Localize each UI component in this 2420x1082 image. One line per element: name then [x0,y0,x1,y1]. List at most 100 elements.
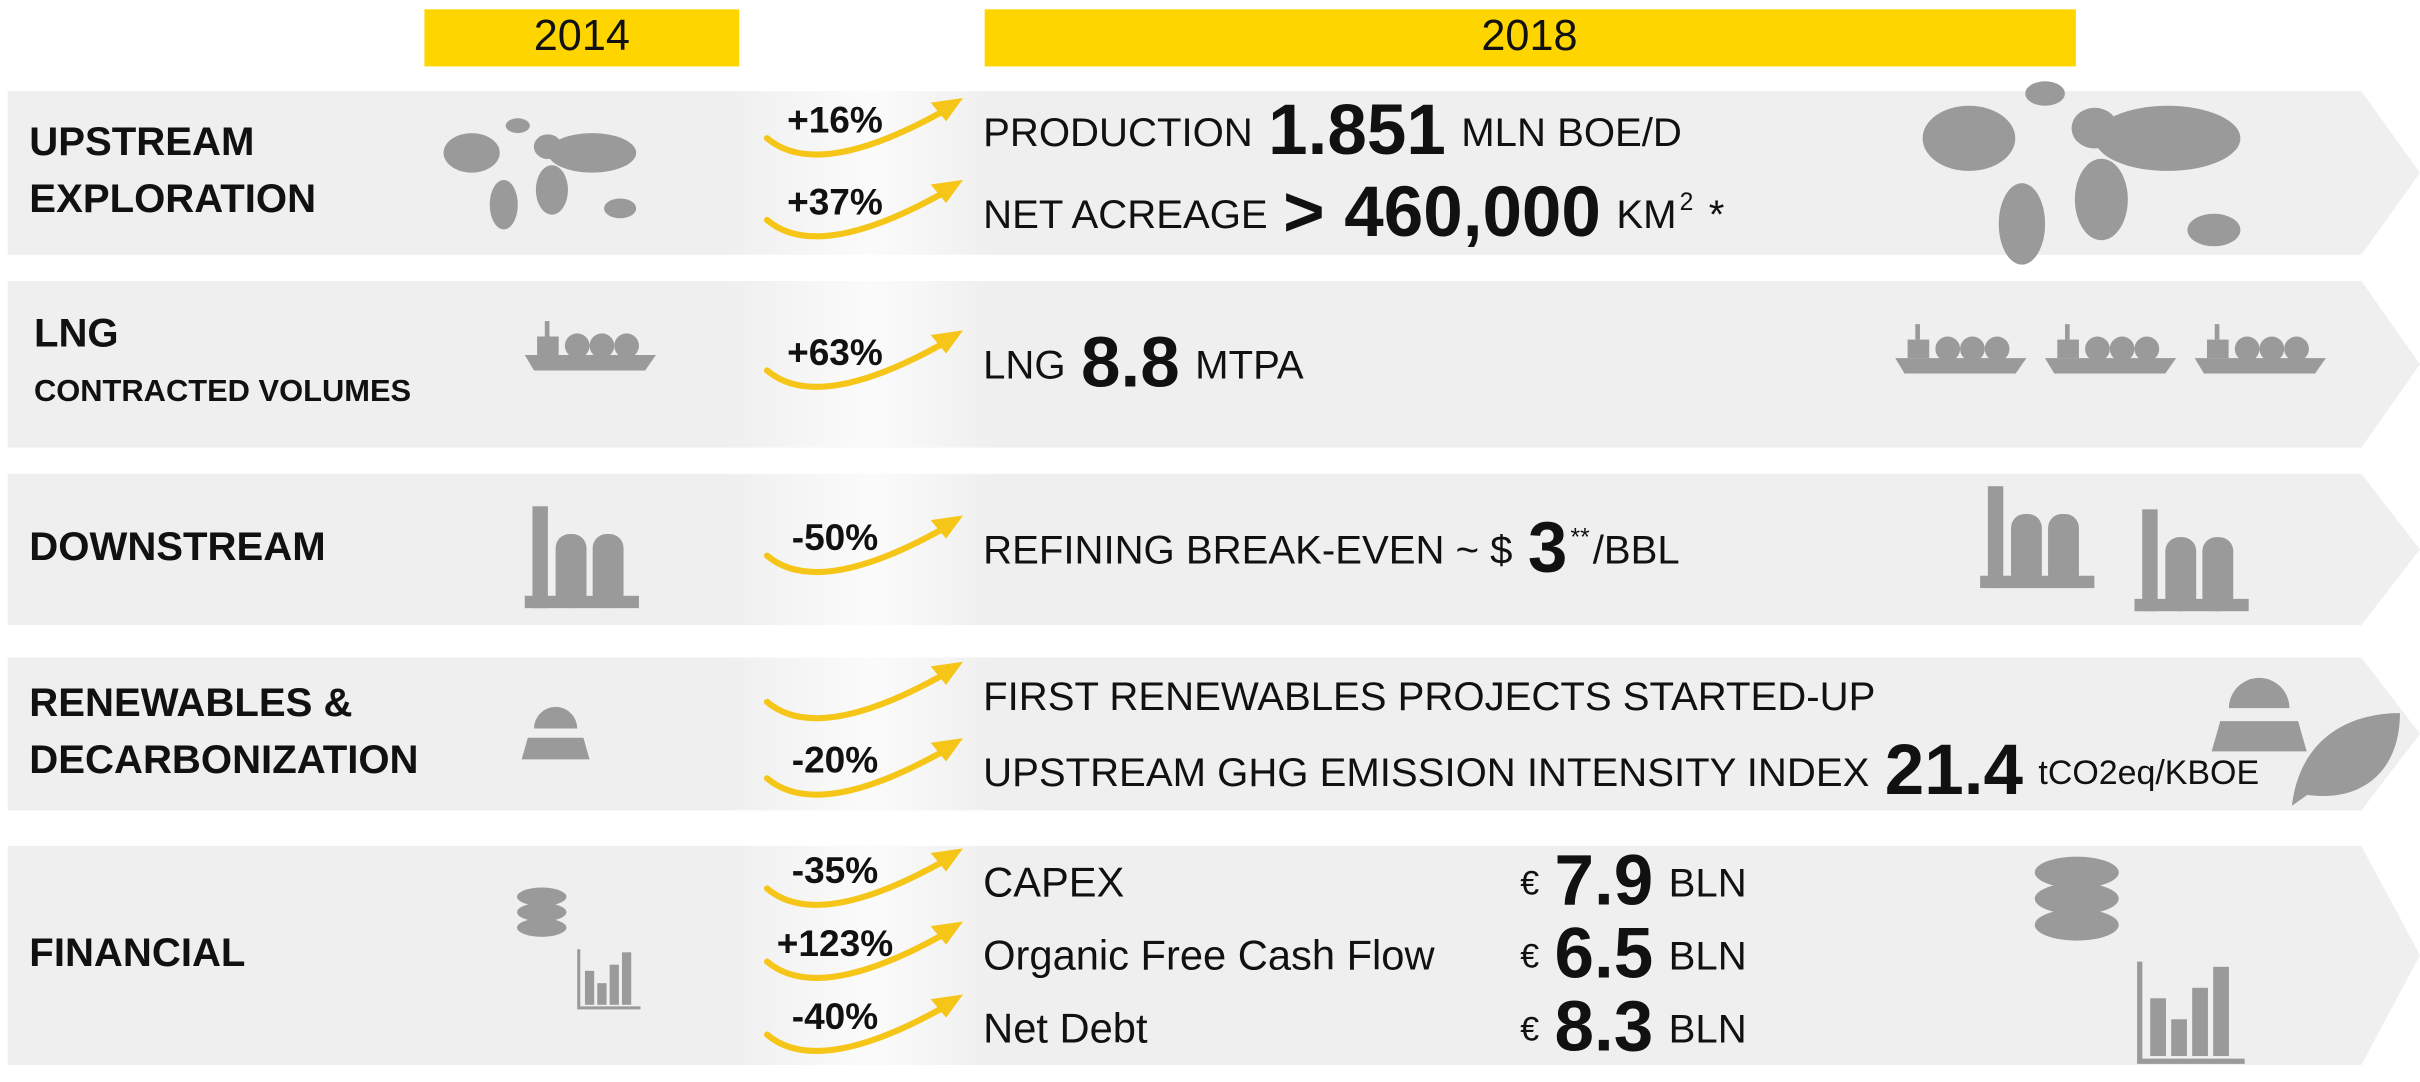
ship-icon [2207,339,2229,359]
bar-icon [2150,998,2166,1057]
metric-part: KM [1616,191,1676,236]
factory-icon [2165,537,2197,612]
bar-icon [2213,966,2229,1057]
bar-icon [597,983,607,1005]
bar-icon [584,970,595,1005]
arrow-head [930,330,964,354]
map-shape [535,165,568,215]
metric-part: 8.3 [1555,987,1654,1066]
ship-icon [1907,339,1930,359]
change-label: +16% [787,99,883,141]
metric: NET ACREAGE > 460,000 KM 2 * [983,173,1724,252]
bar-icon [2137,961,2245,1064]
bar-icon [609,964,619,1005]
sun-icon [534,706,578,729]
ship-icon [2194,358,2326,374]
metric-part: REFINING BREAK-EVEN ~ $ [983,527,1512,572]
map-shape [2025,81,2065,106]
ship-icon [1895,358,2027,374]
map-shape [489,180,518,230]
arrow-head [930,98,964,122]
metric-part: BLN [1669,1006,1747,1051]
coin-icon [517,918,567,937]
bar-icon [577,949,641,1010]
metric-part: ** [1570,525,1590,552]
factory-icon [2048,513,2079,589]
map-shape [2187,213,2241,247]
metric-part: 21.4 [1885,731,2024,810]
bar-icon [2171,1019,2187,1057]
map-shape [2074,158,2128,241]
metric-name: CAPEX [983,858,1124,905]
change-label: -40% [792,995,878,1037]
change-label: -20% [792,739,878,781]
coin-icon [517,902,567,922]
change-label: +63% [787,331,883,373]
ship-icon [2065,324,2070,340]
metric-part: * [1709,191,1725,236]
ship-icon [537,336,559,356]
metric-part: € [1520,864,1539,902]
map-shape [505,118,530,134]
factory-icon [1987,486,2004,589]
change-arrow [763,339,948,390]
factory-icon [592,534,624,609]
map-shape [2094,105,2241,171]
coin-icon [517,887,567,907]
ship-icon [2057,339,2079,359]
map-shape [443,133,500,173]
ship-icon [544,321,550,337]
metric-part: LNG [983,342,1065,387]
metric: €7.9 BLN [1520,841,1746,920]
sun-icon [2211,721,2307,752]
metric-name: Organic Free Cash Flow [983,931,1435,978]
factory-icon [524,595,639,609]
sun-icon [2228,677,2290,709]
ship-icon [1935,336,1961,362]
metric: FIRST RENEWABLES PROJECTS STARTED-UP [983,673,1875,718]
map-shape [604,198,637,219]
sun-icon [521,737,590,760]
ship-icon [2234,336,2260,362]
metric-part: NET ACREAGE [983,191,1268,236]
ship-icon [1984,336,2010,362]
metric-part: > 460,000 [1283,173,1601,252]
metric-part: BLN [1669,860,1747,905]
metric-part: UPSTREAM GHG EMISSION INTENSITY INDEX [983,750,1869,795]
row-label: CONTRACTED VOLUMES [34,373,411,408]
metric-part: MLN BOE/D [1461,110,1682,155]
factory-icon [1980,575,2095,589]
arrow-head [930,661,964,685]
factory-icon [2202,537,2234,612]
metric-part: 7.9 [1555,841,1654,920]
bar-icon [621,952,632,1005]
row-label: EXPLORATION [29,176,316,221]
factory-icon [2142,509,2158,612]
coin-icon [2034,882,2119,915]
factory-icon [2134,598,2249,612]
metric: LNG 8.8 MTPA [983,323,1304,402]
year-before: 2014 [534,12,630,60]
row-label: UPSTREAM [29,119,254,164]
metric: REFINING BREAK-EVEN ~ $ 3 **/BBL [983,508,1680,587]
factory-icon [532,506,548,609]
bar-icon [2192,987,2208,1057]
ship-icon [2109,336,2135,362]
arrow-head [930,738,964,762]
change-arrow [763,524,948,576]
change-label: +37% [787,180,883,222]
metric-part: € [1520,937,1539,975]
ship-icon [2085,336,2110,362]
arrow-head [930,179,964,204]
coin-icon [2034,856,2119,889]
metric-part: /BBL [1593,527,1680,572]
ship-icon [2134,336,2160,362]
change-arrow [763,930,948,981]
metric-part: BLN [1669,933,1747,978]
metric-part: 1.851 [1268,91,1446,170]
metric: UPSTREAM GHG EMISSION INTENSITY INDEX 21.… [983,731,2259,810]
row-label: DOWNSTREAM [29,524,325,569]
metric-part: tCO2eq/KBOE [2038,754,2259,792]
map-shape [547,133,637,173]
ship-icon [2044,358,2177,374]
